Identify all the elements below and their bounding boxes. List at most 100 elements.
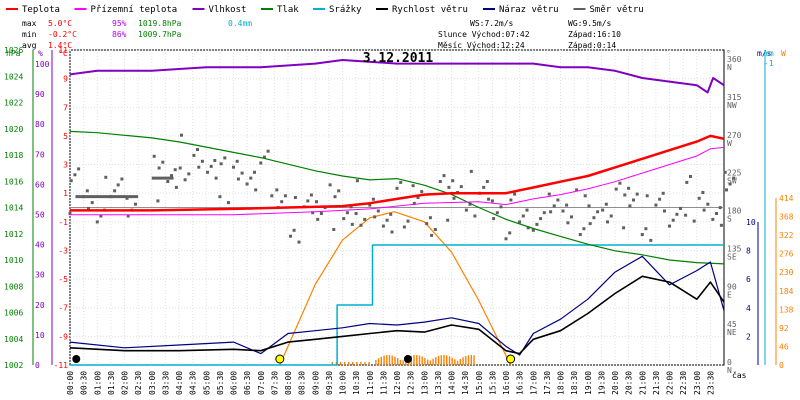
humidity-tick-label: 10 bbox=[35, 331, 45, 340]
wind-direction-point bbox=[333, 195, 337, 199]
solar-tick-label: 414 bbox=[779, 194, 794, 203]
wind-direction-point bbox=[77, 167, 81, 171]
time-tick-label: 08:00 bbox=[284, 371, 293, 395]
direction-tick-compass: W bbox=[727, 139, 732, 148]
pressure-tick-label: 1024 bbox=[4, 72, 23, 81]
wind-direction-point bbox=[385, 218, 389, 222]
wind-direction-point bbox=[259, 161, 263, 165]
wind-direction-point bbox=[578, 233, 582, 236]
time-tick-label: 03:00 bbox=[148, 371, 157, 395]
wind-direction-point bbox=[95, 220, 99, 224]
legend-label-press: Tlak bbox=[277, 5, 299, 15]
direction-tick-compass: NE bbox=[727, 328, 737, 337]
wind-direction-point bbox=[692, 219, 696, 223]
wind-direction-point bbox=[728, 182, 732, 186]
temperature-tick-label: -5 bbox=[58, 275, 68, 284]
moonrise-marker bbox=[403, 355, 412, 363]
wind-direction-point bbox=[618, 181, 622, 185]
wind-direction-point bbox=[345, 211, 349, 215]
wind-direction-point bbox=[661, 191, 665, 195]
wind-direction-point bbox=[459, 185, 463, 189]
wind-speed-line bbox=[69, 275, 725, 355]
direction-tick-compass: E bbox=[727, 290, 732, 299]
wind-direction-point bbox=[685, 180, 689, 184]
wind-direction-point bbox=[549, 210, 553, 214]
wind-direction-point bbox=[85, 189, 89, 193]
ground-temperature-line bbox=[70, 146, 725, 216]
wind-direction-point bbox=[411, 184, 415, 188]
time-tick-label: 06:00 bbox=[230, 371, 239, 395]
wind-direction-point bbox=[206, 170, 209, 174]
solar-bar bbox=[402, 360, 404, 365]
wind-direction-point bbox=[508, 231, 512, 235]
wind-direction-point bbox=[632, 198, 635, 202]
direction-tick-compass: N bbox=[727, 63, 732, 72]
wind-direction-point bbox=[69, 179, 73, 183]
pressure-tick-label: 1010 bbox=[4, 256, 23, 265]
wind-direction-point bbox=[539, 217, 543, 221]
wind-direction-point bbox=[425, 222, 429, 226]
wind-direction-point bbox=[490, 199, 494, 203]
solar-bar bbox=[451, 357, 453, 365]
wind-tick-label: 8 bbox=[746, 247, 751, 256]
humidity-tick-label: 20 bbox=[35, 301, 45, 310]
wind-direction-point bbox=[473, 214, 477, 218]
wind-direction-point bbox=[113, 189, 117, 193]
solar-bar bbox=[383, 355, 385, 365]
solar-bar bbox=[448, 356, 451, 365]
wind-direction-point bbox=[157, 166, 161, 170]
wind-direction-point bbox=[697, 196, 701, 200]
time-tick-label: 04:30 bbox=[189, 371, 198, 395]
wind-direction-point bbox=[525, 208, 529, 212]
wind-direction-point bbox=[565, 203, 569, 207]
sunrise-marker bbox=[275, 354, 285, 364]
legend-label-dir: Směr větru bbox=[590, 5, 644, 15]
time-tick-label: 09:00 bbox=[311, 371, 320, 395]
stats-min-temp: -0.2°C bbox=[48, 30, 77, 39]
stats-min-hum: 86% bbox=[112, 30, 127, 39]
solar-bar bbox=[435, 357, 437, 365]
axis-unit-degc: °C bbox=[58, 49, 68, 58]
time-tick-label: 22:30 bbox=[679, 371, 688, 395]
temperature-line bbox=[70, 134, 725, 212]
wind-direction-point bbox=[706, 202, 710, 206]
wind-direction-point bbox=[254, 188, 258, 192]
wind-direction-point bbox=[711, 217, 715, 221]
axis-unit-deg: ° bbox=[726, 49, 731, 58]
direction-tick-compass: N bbox=[727, 366, 732, 375]
time-tick-label: 02:30 bbox=[134, 371, 143, 395]
wind-direction-point bbox=[468, 202, 472, 206]
wind-direction-point bbox=[292, 228, 296, 232]
wind-direction-point bbox=[622, 226, 626, 230]
temperature-tick-label: -11 bbox=[54, 361, 69, 370]
temperature-tick-label: 1 bbox=[63, 189, 68, 198]
time-tick-label: 10:30 bbox=[352, 371, 361, 395]
wind-direction-point bbox=[526, 226, 530, 230]
temperature-tick-label: -7 bbox=[58, 304, 68, 313]
solar-tick-label: 368 bbox=[779, 213, 794, 222]
wind-direction-point bbox=[446, 218, 450, 222]
wind-direction-point bbox=[420, 190, 424, 194]
solar-bar bbox=[465, 356, 467, 365]
wind-direction-point bbox=[161, 160, 165, 164]
wind-direction-point bbox=[433, 228, 437, 231]
stats-avg-label: avg bbox=[22, 41, 37, 50]
wind-direction-point bbox=[376, 209, 380, 213]
wind-direction-point bbox=[293, 196, 297, 199]
wind-direction-point bbox=[156, 199, 160, 203]
wind-direction-point bbox=[214, 176, 218, 180]
legend-label-gust: Náraz větru bbox=[499, 5, 559, 15]
pressure-tick-label: 1016 bbox=[4, 177, 23, 186]
wind-tick-label: 10 bbox=[746, 218, 756, 227]
humidity-tick-label: 0 bbox=[35, 361, 40, 370]
time-tick-label: 11:30 bbox=[379, 371, 388, 395]
wind-direction-point bbox=[328, 183, 332, 187]
wind-tick-label: 2 bbox=[746, 332, 751, 341]
time-tick-label: 05:00 bbox=[202, 371, 211, 395]
solar-bar bbox=[391, 355, 393, 365]
time-tick-label: 22:00 bbox=[666, 371, 675, 395]
solar-bar bbox=[339, 362, 342, 365]
wind-direction-point bbox=[399, 180, 403, 184]
wind-direction-point bbox=[240, 171, 244, 175]
